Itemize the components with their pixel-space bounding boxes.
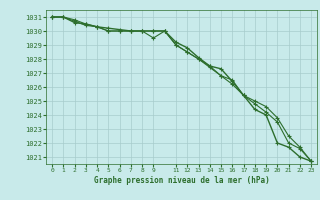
X-axis label: Graphe pression niveau de la mer (hPa): Graphe pression niveau de la mer (hPa) [94,176,269,185]
